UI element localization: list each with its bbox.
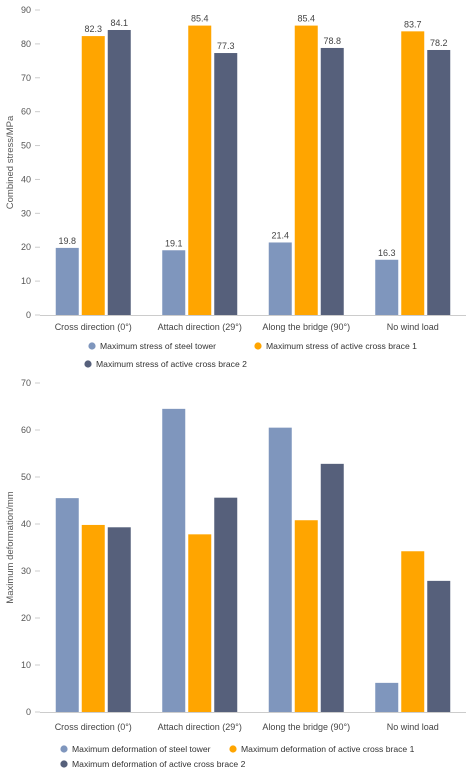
bar	[375, 259, 399, 315]
y-tick-label: 80	[21, 39, 31, 49]
data-label: 84.1	[110, 18, 128, 28]
bar	[81, 36, 105, 315]
legend-label: Maximum stress of steel tower	[100, 341, 216, 351]
bar	[162, 408, 186, 712]
bar	[214, 53, 238, 316]
bar	[401, 31, 425, 315]
y-tick-label: 30	[21, 566, 31, 576]
legend-marker	[60, 760, 68, 768]
data-label: 21.4	[271, 230, 289, 240]
y-tick-label: 70	[21, 73, 31, 83]
x-category-label: Along the bridge (90°)	[262, 322, 350, 332]
bar	[427, 49, 451, 315]
x-category-label: Along the bridge (90°)	[262, 722, 350, 732]
data-label: 77.3	[217, 41, 235, 51]
legend-marker	[229, 745, 237, 753]
x-category-label: Cross direction (0°)	[55, 722, 132, 732]
data-label: 82.3	[84, 24, 102, 34]
bar	[107, 527, 131, 712]
y-tick-label: 10	[21, 660, 31, 670]
data-label: 16.3	[378, 248, 396, 258]
bar	[294, 25, 318, 315]
stress-chart: Combined stress/MPa 0 10 20 30 40 50 60 70 80 90 19…	[5, 5, 466, 369]
y-tick-label: 40	[21, 519, 31, 529]
y-tick-label: 60	[21, 107, 31, 117]
data-label: 19.8	[58, 236, 76, 246]
data-label: 85.4	[297, 14, 315, 24]
legend-marker	[254, 342, 262, 350]
legend-marker	[60, 745, 68, 753]
legend-marker	[84, 360, 92, 368]
y-tick-label: 90	[21, 5, 31, 15]
y-tick-label: 40	[21, 174, 31, 184]
legend-label: Maximum stress of active cross brace 1	[266, 341, 417, 351]
bar	[320, 47, 344, 315]
bar	[188, 534, 212, 712]
y-tick-label: 70	[21, 378, 31, 388]
bar	[401, 551, 425, 712]
x-category-label: Cross direction (0°)	[55, 322, 132, 332]
bar	[320, 463, 344, 712]
bar	[162, 250, 186, 315]
x-category-label: Attach direction (29°)	[158, 322, 242, 332]
data-label: 78.8	[323, 36, 341, 46]
bar	[188, 25, 212, 315]
bar	[214, 497, 238, 712]
bar	[107, 29, 131, 315]
y-tick-label: 50	[21, 472, 31, 482]
legend-label: Maximum deformation of steel tower	[72, 744, 211, 754]
y-axis-label: Combined stress/MPa	[5, 115, 16, 209]
y-tick-label: 0	[26, 310, 31, 320]
bar	[268, 242, 292, 315]
y-tick-label: 10	[21, 276, 31, 286]
bar	[55, 247, 79, 315]
x-category-label: No wind load	[387, 722, 439, 732]
legend-marker	[88, 342, 96, 350]
y-tick-label: 20	[21, 613, 31, 623]
y-tick-label: 30	[21, 208, 31, 218]
bar	[294, 520, 318, 712]
data-label: 78.2	[430, 38, 448, 48]
bar	[427, 580, 451, 712]
bar	[375, 682, 399, 712]
legend-label: Maximum stress of active cross brace 2	[96, 359, 247, 369]
y-tick-label: 20	[21, 242, 31, 252]
y-tick-label: 0	[26, 707, 31, 717]
data-label: 85.4	[191, 14, 209, 24]
data-label: 83.7	[404, 19, 422, 29]
y-axis-label: Maximum deformation/mm	[5, 491, 16, 604]
deformation-chart: Maximum deformation/mm 0 10 20 30 40 50 60 70 Cro…	[5, 378, 466, 769]
data-label: 19.1	[165, 238, 183, 248]
x-category-label: No wind load	[387, 322, 439, 332]
y-tick-label: 60	[21, 425, 31, 435]
bar	[81, 524, 105, 712]
bar	[55, 498, 79, 712]
legend-label: Maximum deformation of active cross brac…	[72, 759, 246, 769]
bar	[268, 427, 292, 712]
y-tick-label: 50	[21, 141, 31, 151]
legend-label: Maximum deformation of active cross brac…	[241, 744, 415, 754]
x-category-label: Attach direction (29°)	[158, 722, 242, 732]
